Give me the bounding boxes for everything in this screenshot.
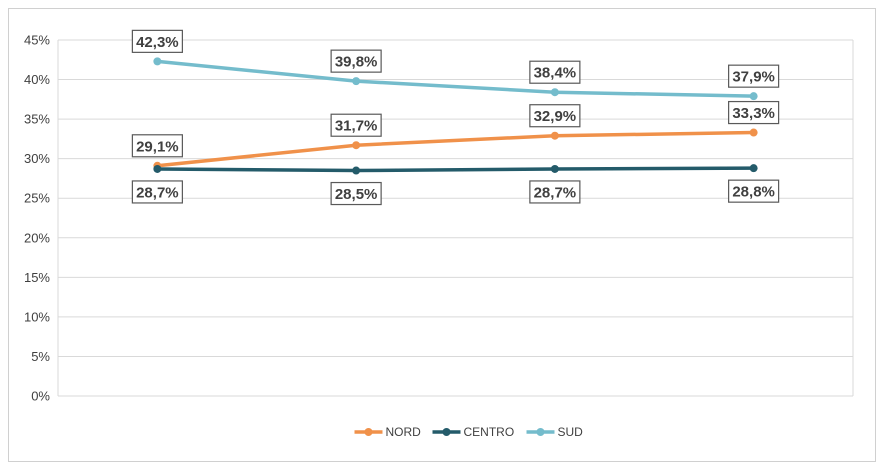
data-label-box: [728, 64, 780, 88]
data-label-nord: 33,3%: [732, 105, 775, 122]
y-tick-label: 35%: [24, 112, 50, 127]
legend-marker-sud: [536, 428, 545, 436]
data-label-centro: 28,8%: [732, 184, 775, 201]
y-tick-label: 45%: [24, 33, 50, 48]
data-label-box: [131, 180, 183, 204]
data-label-box: [529, 60, 581, 84]
legend-label-centro: CENTRO: [464, 425, 515, 439]
data-label-centro: 28,5%: [335, 186, 378, 203]
data-label-sud: 38,4%: [534, 65, 577, 82]
data-label-box: [131, 134, 183, 158]
data-label-box: [330, 113, 382, 137]
data-label-box: [330, 181, 382, 206]
series-line-nord: [155, 130, 756, 168]
series-points: [153, 57, 758, 175]
data-point-nord: [749, 128, 758, 137]
y-tick-label: 5%: [31, 349, 50, 364]
data-label-centro: 28,7%: [534, 184, 577, 201]
data-point-centro: [153, 164, 162, 173]
y-tick-label: 40%: [24, 72, 50, 87]
data-label-box: [529, 104, 581, 128]
data-point-sud: [352, 77, 361, 86]
data-point-nord: [550, 131, 559, 140]
y-tick-label: 0%: [31, 389, 50, 404]
legend-marker-nord: [364, 428, 373, 436]
series-lines: [155, 59, 756, 173]
legend-label-sud: SUD: [558, 425, 584, 439]
data-point-centro: [352, 166, 361, 175]
data-label-box: [131, 29, 183, 53]
legend: NORD CENTRO SUD: [354, 425, 584, 439]
data-point-centro: [550, 164, 559, 173]
gridlines: [57, 39, 854, 397]
y-tick-label: 25%: [24, 191, 50, 206]
data-label-box: [330, 49, 382, 73]
data-label-box: [728, 100, 780, 125]
y-tick-label: 20%: [24, 230, 50, 245]
data-point-centro: [749, 164, 758, 173]
legend-label-nord: NORD: [386, 425, 422, 439]
y-axis: 0% 5% 10% 15% 20% 25% 30% 35% 40% 45%: [24, 33, 50, 404]
series-line-sud: [155, 59, 756, 98]
data-label-centro: 28,7%: [136, 184, 179, 201]
y-tick-label: 15%: [24, 270, 50, 285]
data-point-sud: [153, 57, 162, 66]
data-label-sud: 39,8%: [335, 54, 378, 71]
legend-marker-centro: [442, 428, 451, 436]
data-label-nord: 32,9%: [534, 108, 577, 125]
data-labels: 29,1% 31,7% 32,9% 33,3% 28,7% 28,5% 28,7% 28,8%…: [131, 29, 780, 206]
data-label-sud: 42,3%: [136, 34, 179, 51]
series-line-centro: [155, 166, 756, 173]
data-label-box: [529, 180, 581, 204]
y-tick-label: 30%: [24, 151, 50, 166]
data-point-sud: [749, 92, 758, 101]
data-label-box: [728, 179, 780, 203]
data-label-nord: 31,7%: [335, 118, 378, 135]
y-tick-label: 10%: [24, 309, 50, 324]
data-point-sud: [550, 88, 559, 97]
data-label-sud: 37,9%: [732, 69, 775, 86]
data-label-nord: 29,1%: [136, 138, 179, 155]
data-point-nord: [352, 141, 361, 150]
